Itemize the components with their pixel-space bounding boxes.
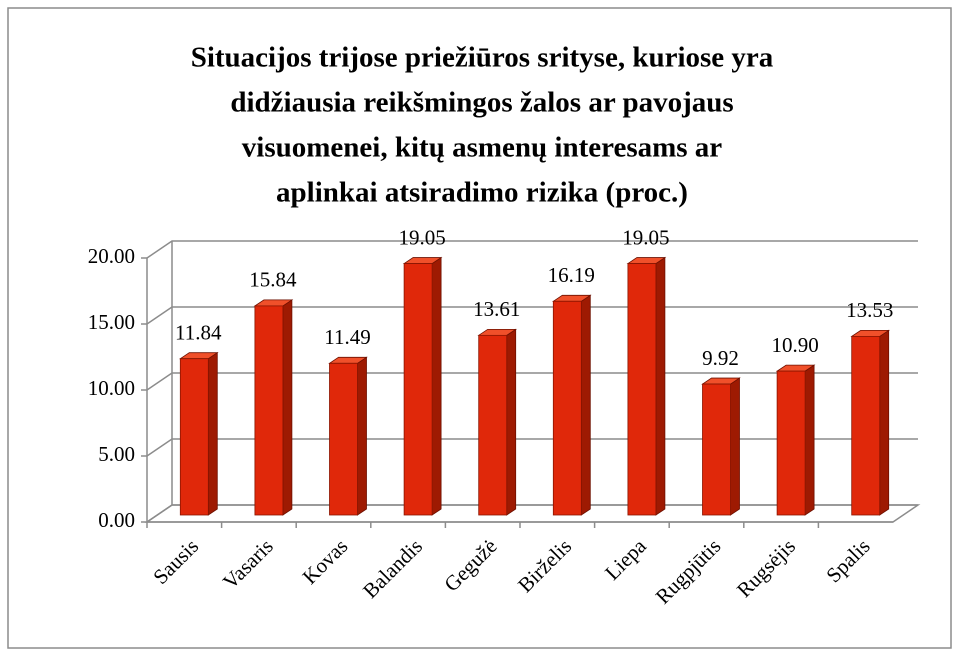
bar (776, 370, 806, 516)
bar (329, 362, 358, 516)
bar (179, 358, 209, 516)
data-label: 19.05 (398, 225, 445, 249)
bar-side (357, 356, 367, 516)
y-tick-label: 10.00 (88, 376, 135, 400)
data-label: 9.92 (702, 346, 739, 370)
bar-side (431, 256, 442, 516)
bar (851, 336, 881, 516)
bar (702, 383, 731, 516)
y-tick-label: 0.00 (98, 508, 135, 532)
bar (478, 334, 508, 516)
bar (403, 263, 433, 516)
data-label: 16.19 (548, 263, 595, 287)
y-tick-label: 20.00 (88, 244, 135, 268)
chart-title: Situacijos trijose priežiūros srityse, k… (191, 42, 774, 74)
chart-frame (7, 7, 952, 649)
bar-side (730, 377, 740, 516)
bar-side (506, 328, 517, 516)
chart-title: aplinkai atsiradimo rizika (proc.) (276, 177, 688, 209)
bar-side (804, 364, 815, 516)
data-label: 11.49 (324, 325, 370, 349)
bar-side (282, 299, 293, 516)
data-label: 13.61 (473, 297, 520, 321)
data-label: 19.05 (622, 225, 669, 249)
data-label: 13.53 (846, 298, 893, 322)
bar (627, 263, 657, 516)
data-label: 15.84 (249, 268, 297, 292)
bar (254, 305, 284, 516)
bar (552, 300, 582, 516)
bar-side (207, 351, 218, 516)
data-label: 10.90 (771, 333, 818, 357)
bar-side (879, 329, 890, 516)
y-tick-label: 15.00 (88, 310, 135, 334)
bar-side (580, 294, 591, 516)
bar-side (655, 256, 666, 516)
y-tick-label: 5.00 (98, 442, 135, 466)
data-label: 11.84 (175, 321, 222, 345)
chart-title: didžiausia reikšmingos žalos ar pavojaus (230, 87, 733, 119)
chart-title: visuomenei, kitų asmenų interesams ar (242, 132, 723, 164)
